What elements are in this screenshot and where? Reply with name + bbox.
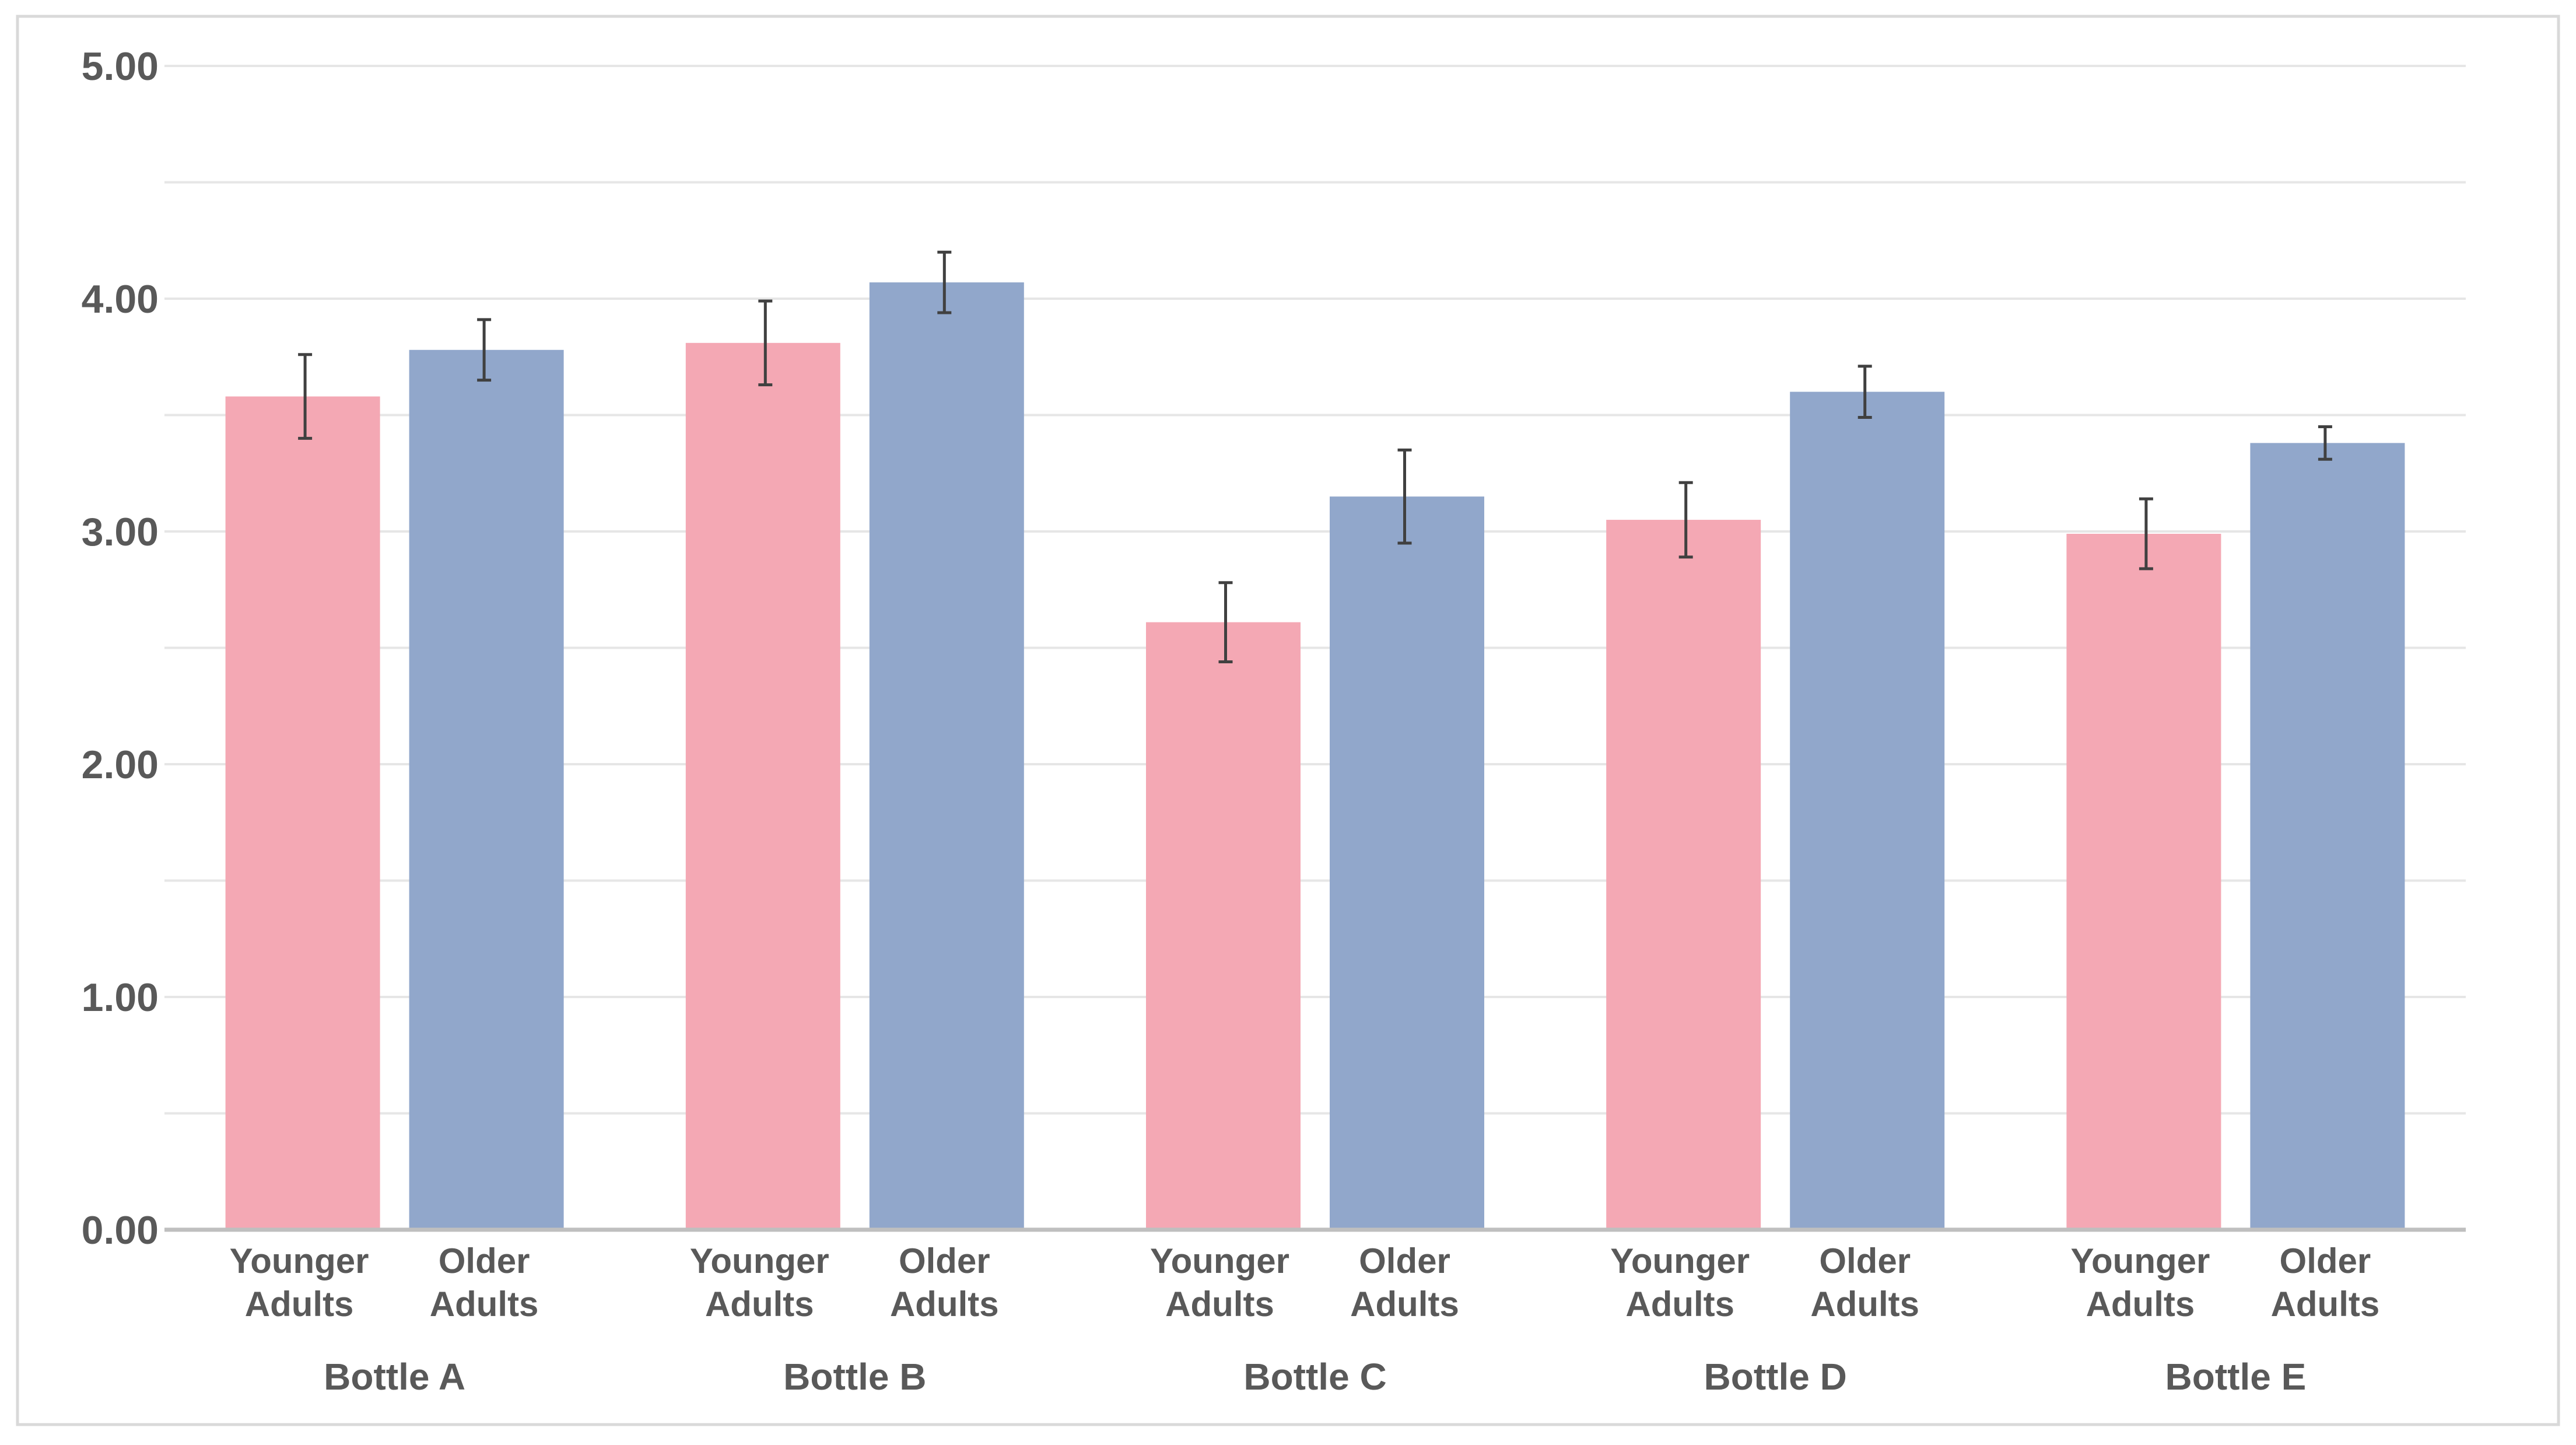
y-tick-labels: 0.00 1.00 2.00 3.00 4.00 5.00 xyxy=(82,44,159,1252)
bar-older-1 xyxy=(409,349,564,1230)
series-label-older: Older xyxy=(1819,1241,1911,1280)
series-label-older: Adults xyxy=(1810,1285,1919,1324)
series-label-older: Older xyxy=(439,1241,530,1280)
bar-younger-4 xyxy=(1606,520,1761,1230)
bar-older-5 xyxy=(2250,443,2405,1230)
series-label-older: Older xyxy=(2280,1241,2371,1280)
series-label-older: Adults xyxy=(430,1285,539,1324)
series-label-younger: Younger xyxy=(1610,1241,1750,1280)
series-label-older: Adults xyxy=(2271,1285,2380,1324)
series-label-younger: Adults xyxy=(2086,1285,2195,1324)
x-tick-labels: Younger Adults Older Adults Bottle A Younger A… xyxy=(230,1241,2380,1398)
bars xyxy=(225,282,2405,1230)
series-label-older: Adults xyxy=(890,1285,999,1324)
category-label: Bottle E xyxy=(2165,1356,2307,1398)
y-tick-label: 1.00 xyxy=(82,975,159,1020)
series-label-older: Adults xyxy=(1350,1285,1459,1324)
series-label-younger: Adults xyxy=(1165,1285,1274,1324)
y-tick-label: 5.00 xyxy=(82,44,159,89)
series-label-younger: Younger xyxy=(690,1241,829,1280)
bar-younger-3 xyxy=(1146,622,1301,1230)
series-label-younger: Adults xyxy=(1625,1285,1734,1324)
series-label-younger: Younger xyxy=(230,1241,369,1280)
series-label-older: Older xyxy=(1359,1241,1450,1280)
series-label-younger: Adults xyxy=(705,1285,814,1324)
bar-older-4 xyxy=(1790,391,1945,1230)
bar-younger-5 xyxy=(2066,533,2221,1230)
category-label: Bottle B xyxy=(783,1356,926,1398)
category-label: Bottle C xyxy=(1243,1356,1386,1398)
y-tick-label: 3.00 xyxy=(82,510,159,554)
series-label-younger: Adults xyxy=(245,1285,354,1324)
y-tick-label: 4.00 xyxy=(82,277,159,321)
y-tick-label: 0.00 xyxy=(82,1208,159,1252)
category-label: Bottle A xyxy=(324,1356,465,1398)
category-label: Bottle D xyxy=(1704,1356,1847,1398)
bar-younger-1 xyxy=(225,396,380,1230)
series-label-younger: Younger xyxy=(1150,1241,1289,1280)
bar-younger-2 xyxy=(685,342,840,1230)
series-label-younger: Younger xyxy=(2070,1241,2210,1280)
bar-older-2 xyxy=(869,282,1024,1230)
error-bars xyxy=(298,250,2332,663)
series-label-older: Older xyxy=(899,1241,990,1280)
bar-older-3 xyxy=(1330,496,1484,1230)
y-tick-label: 2.00 xyxy=(82,743,159,787)
